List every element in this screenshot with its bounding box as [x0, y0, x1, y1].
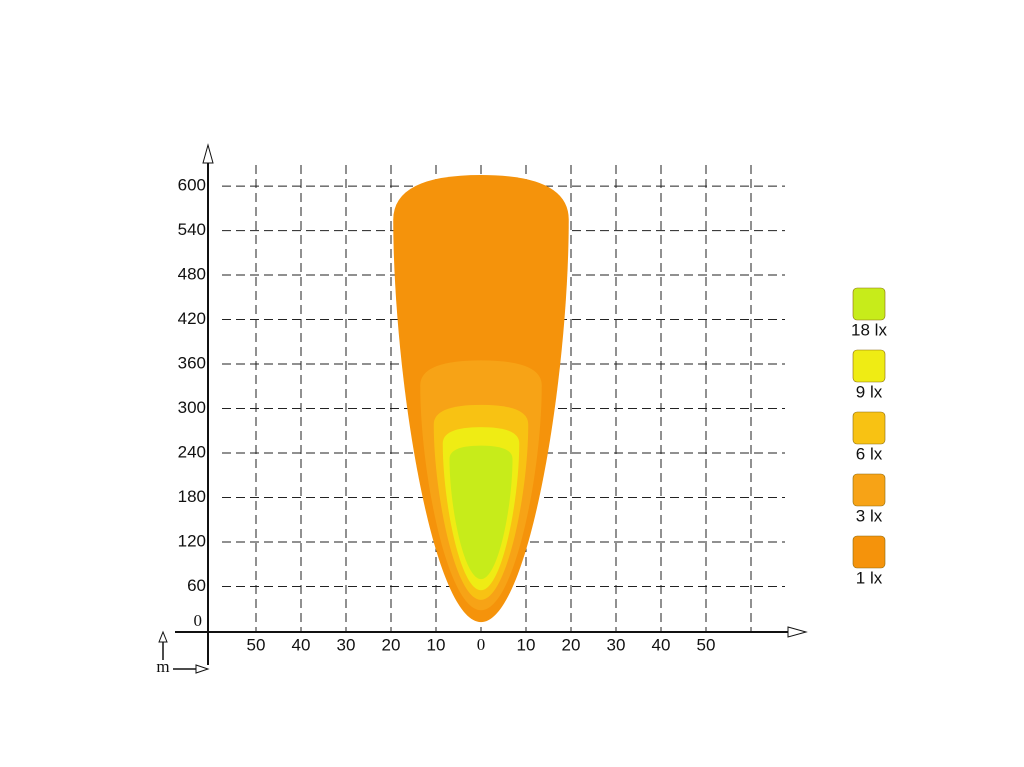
x-tick-label: 50 [697, 635, 716, 654]
unit-label: m [156, 657, 169, 676]
x-tick-label: 30 [607, 635, 626, 654]
legend-swatch [852, 411, 886, 445]
y-tick-label: 60 [187, 576, 206, 595]
isolux-contour [449, 445, 513, 580]
legend-swatch [852, 287, 886, 321]
unit-arrows [158, 630, 210, 674]
y-tick-label: 240 [178, 443, 206, 462]
legend-label: 6 lx [856, 444, 883, 463]
y-tick-label: 300 [178, 398, 206, 417]
legend-label: 3 lx [856, 506, 883, 525]
x-axis-arrow [787, 626, 808, 638]
legend-label: 9 lx [856, 382, 883, 401]
legend-label: 1 lx [856, 568, 883, 587]
legend-label: 18 lx [851, 320, 887, 339]
y-axis-arrow [202, 143, 214, 164]
x-tick-label: 0 [477, 635, 486, 654]
x-tick-label: 50 [247, 635, 266, 654]
y-tick-label: 480 [178, 265, 206, 284]
y-tick-label: 180 [178, 487, 206, 506]
y-tick-label: 420 [178, 309, 206, 328]
x-tick-label: 40 [292, 635, 311, 654]
y-tick-label: 360 [178, 354, 206, 373]
legend-swatch [852, 473, 886, 507]
x-tick-label: 40 [652, 635, 671, 654]
x-tick-label: 20 [382, 635, 401, 654]
legend-swatch [852, 535, 886, 569]
x-tick-label: 10 [427, 635, 446, 654]
y-tick-label: 120 [178, 531, 206, 550]
y-tick-label: 540 [178, 220, 206, 239]
y-tick-label: 0 [194, 611, 203, 630]
y-tick-label: 600 [178, 176, 206, 195]
x-tick-label: 20 [562, 635, 581, 654]
x-tick-label: 30 [337, 635, 356, 654]
legend-swatch [852, 349, 886, 383]
x-tick-label: 10 [517, 635, 536, 654]
